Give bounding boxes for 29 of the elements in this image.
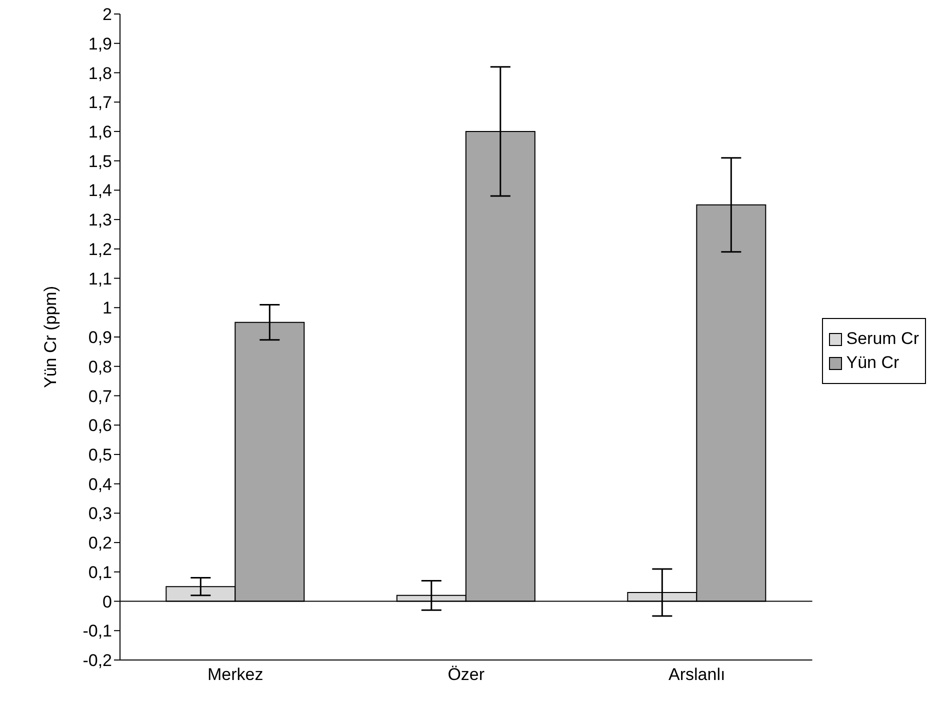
y-tick-label: 0,5 <box>88 445 112 464</box>
legend-label: Yün Cr <box>846 353 900 373</box>
y-tick-label: 1,1 <box>88 269 112 288</box>
y-tick-label: 1 <box>102 298 112 318</box>
x-tick-label: Merkez <box>208 665 264 684</box>
y-tick-label: 1,7 <box>88 93 112 112</box>
y-tick-label: 1,9 <box>88 34 112 54</box>
y-tick-label: 2 <box>102 5 112 24</box>
y-tick-label: 0,8 <box>88 357 112 376</box>
legend-label: Serum Cr <box>846 329 919 349</box>
y-tick-label: 0,9 <box>88 328 112 348</box>
y-tick-label: 1,4 <box>88 181 112 200</box>
y-tick-label: -0,1 <box>82 622 112 641</box>
y-tick-label: 1,2 <box>88 240 112 259</box>
x-tick-label: Arslanlı <box>668 665 726 684</box>
y-tick-label: 1,5 <box>88 152 112 171</box>
y-tick-label: -0,2 <box>82 651 112 670</box>
x-tick-label: Özer <box>448 665 485 684</box>
y-axis-title: Yün Cr (ppm) <box>41 286 60 388</box>
y-tick-label: 0,4 <box>88 474 112 494</box>
y-tick-label: 0,7 <box>88 386 112 406</box>
y-tick-label: 1,8 <box>88 64 112 83</box>
y-tick-label: 1,3 <box>88 210 112 230</box>
y-tick-label: 1,6 <box>88 122 112 142</box>
y-tick-label: 0,3 <box>88 504 112 524</box>
y-tick-label: 0,1 <box>88 562 112 582</box>
y-tick-label: 0,6 <box>88 416 112 436</box>
y-tick-label: 0,2 <box>88 534 112 553</box>
y-tick-label: 0 <box>102 592 112 612</box>
